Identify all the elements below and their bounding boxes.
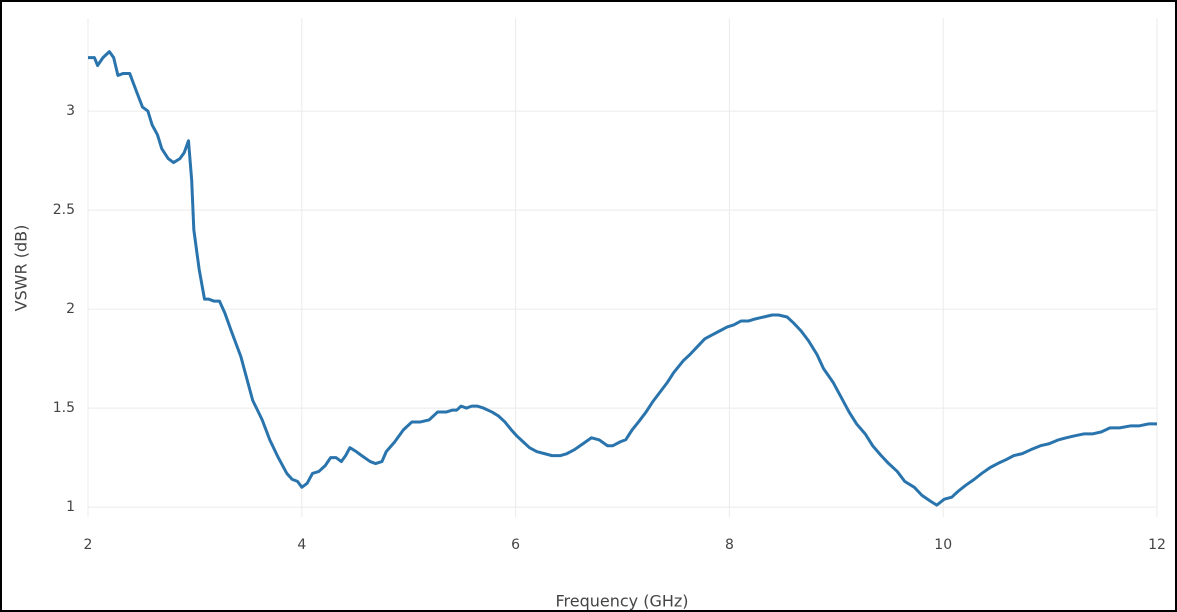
x-tick-label: 12 [1148, 537, 1166, 553]
y-axis-title: VSWR (dB) [12, 225, 31, 312]
x-axis-title: Frequency (GHz) [555, 592, 688, 611]
y-tick-label: 2.5 [53, 202, 75, 218]
x-tick-label: 4 [297, 537, 306, 553]
data-line [88, 50, 1157, 507]
x-tick-label: 6 [511, 537, 520, 553]
y-tick-label: 3 [66, 103, 75, 119]
y-tick-label: 2 [66, 301, 75, 317]
x-tick-label: 10 [934, 537, 952, 553]
x-tick-label: 2 [84, 537, 93, 553]
y-tick-label: 1.5 [53, 400, 75, 416]
x-tick-label: 8 [725, 537, 734, 553]
y-tick-label: 1 [66, 499, 75, 515]
